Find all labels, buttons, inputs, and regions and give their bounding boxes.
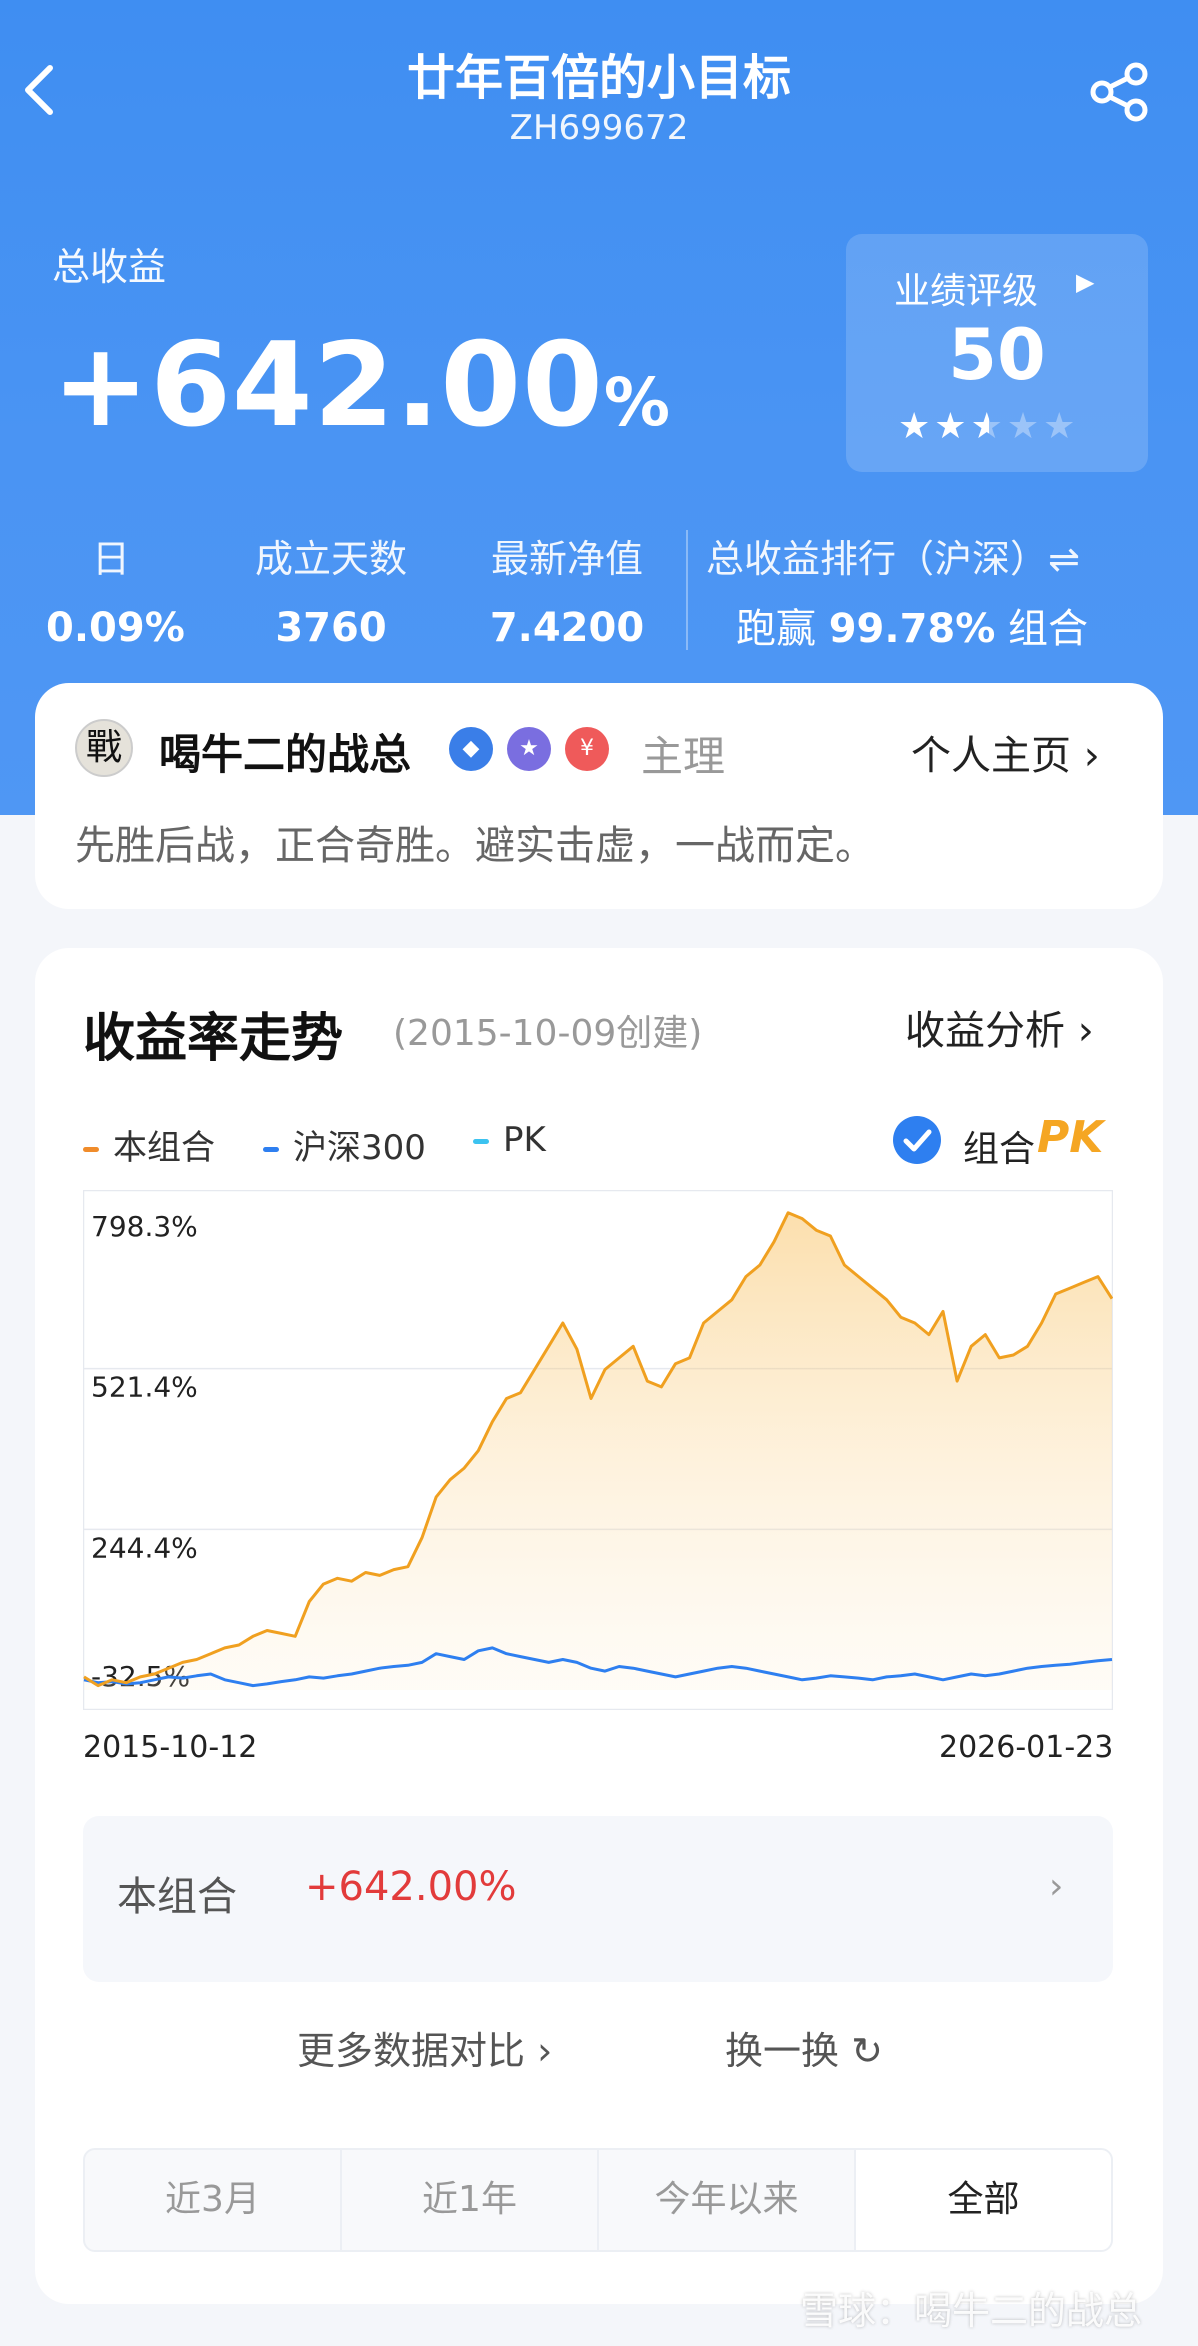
stat-nav: 最新净值 7.4200 — [472, 528, 662, 651]
x-axis-end-label: 2026-01-23 — [939, 1730, 1114, 1765]
stat-value: 3760 — [275, 605, 387, 651]
play-arrow-icon: ▶ — [1076, 268, 1095, 296]
manager-motto: 先胜后战，正合奇胜。避实击虚，一战而定。 — [75, 823, 875, 869]
legend-item-portfolio[interactable]: 本组合 — [83, 1120, 215, 1169]
half-star-icon: ★ — [970, 406, 1007, 447]
pk-word: PK — [1037, 1112, 1104, 1163]
avatar[interactable]: 戰 — [75, 719, 133, 777]
star-empty-icon: ★ — [1043, 406, 1080, 447]
return-analysis-link[interactable]: 收益分析 › — [905, 1008, 1094, 1054]
manager-role: 主理 — [641, 732, 726, 781]
profile-link[interactable]: 个人主页 › — [911, 733, 1100, 779]
star-badge-icon: ★ — [507, 727, 551, 771]
manager-card: 戰 喝牛二的战总 ◆ ★ ¥ 主理 个人主页 › 先胜后战，正合奇胜。避实击虚，… — [35, 683, 1163, 909]
total-return-label: 总收益 — [52, 245, 167, 289]
return-summary-row[interactable]: 本组合 +642.00% › — [83, 1816, 1113, 1982]
rating-title: 业绩评级 — [894, 271, 1039, 312]
total-return-value: +642.00% — [52, 318, 671, 453]
stat-label: 成立天数 — [254, 537, 407, 581]
rank-percent: 99.78% — [828, 606, 996, 652]
total-return-unit: % — [603, 364, 671, 441]
performance-rating-card[interactable]: 业绩评级 ▶ 50 ★★★★★ — [846, 234, 1148, 472]
star-icon: ★ — [934, 406, 971, 447]
rank-label[interactable]: 总收益排行（沪深）⇌ — [706, 537, 1080, 581]
hs300-line — [83, 1646, 1113, 1688]
range-tab-ytd[interactable]: 今年以来 — [599, 2150, 856, 2250]
chevron-left-icon[interactable] — [20, 60, 60, 120]
legend-item-pk[interactable]: PK — [473, 1120, 546, 1160]
top-bar: 廿年百倍的小目标 ZH699672 — [0, 0, 1198, 160]
portfolio-code: ZH699672 — [509, 108, 689, 148]
y-tick-label: 244.4% — [91, 1531, 198, 1564]
return-value: +642.00% — [305, 1864, 517, 1910]
legend-label: 本组合 — [113, 1128, 215, 1168]
header-panel: 廿年百倍的小目标 ZH699672 总收益 +642.00% 业绩评级 ▶ 50… — [0, 0, 1198, 815]
rank-value: 跑赢 99.78% 组合 — [736, 596, 1088, 654]
star-icon: ★ — [898, 406, 935, 447]
portfolio-line — [83, 1211, 1113, 1688]
y-tick-label: 521.4% — [91, 1371, 198, 1404]
stat-daily: 日 0.09% — [46, 528, 185, 651]
stat-label: 最新净值 — [490, 537, 643, 581]
stat-label: 日 — [91, 537, 130, 581]
return-label: 本组合 — [117, 1874, 237, 1920]
portfolio-area — [84, 1212, 1112, 1690]
range-tab-1y[interactable]: 近1年 — [342, 2150, 599, 2250]
share-icon[interactable] — [1088, 60, 1152, 124]
section-title: 收益率走势 — [83, 1009, 344, 1069]
verified-badge-icon: ◆ — [449, 727, 493, 771]
range-tab-all[interactable]: 全部 — [856, 2150, 1111, 2250]
range-tabs: 近3月 近1年 今年以来 全部 — [83, 2148, 1113, 2252]
more-compare-button[interactable]: 更多数据对比 › — [297, 2029, 553, 2073]
stat-value: 0.09% — [46, 605, 185, 651]
chart-frame — [83, 1190, 1113, 1710]
chevron-right-icon: › — [1049, 1866, 1064, 1907]
return-chart[interactable]: 798.3%521.4%244.4%-32.5% — [83, 1190, 1113, 1710]
star-empty-icon: ★ — [1006, 406, 1044, 447]
check-icon[interactable] — [893, 1116, 941, 1164]
swap-button[interactable]: 换一换 ↻ — [725, 2029, 883, 2073]
y-tick-label: 798.3% — [91, 1210, 198, 1243]
return-trend-card: 收益率走势 (2015-10-09创建) 收益分析 › 本组合 沪深300 PK… — [35, 948, 1163, 2304]
rating-score: 50 — [948, 314, 1046, 396]
legend-swatch — [263, 1147, 279, 1152]
divider — [686, 530, 688, 650]
created-date: (2015-10-09创建) — [393, 1013, 703, 1054]
rank-suffix: 组合 — [1008, 606, 1089, 652]
yuan-badge-icon: ¥ — [565, 727, 609, 771]
legend-item-hs300[interactable]: 沪深300 — [263, 1120, 426, 1169]
total-return-number: +642.00 — [52, 318, 604, 453]
rating-stars: ★★★★★ — [898, 406, 1079, 447]
portfolio-title: 廿年百倍的小目标 — [406, 50, 791, 106]
legend-label: 沪深300 — [293, 1128, 426, 1168]
legend-label: PK — [503, 1120, 546, 1160]
rank-prefix: 跑赢 — [736, 606, 816, 652]
x-axis-start-label: 2015-10-12 — [83, 1730, 258, 1765]
legend-swatch — [473, 1139, 489, 1144]
pk-toggle-label[interactable]: 组合 — [963, 1129, 1036, 1170]
manager-name[interactable]: 喝牛二的战总 — [159, 730, 412, 779]
stat-days: 成立天数 3760 — [236, 528, 426, 651]
range-tab-3m[interactable]: 近3月 — [85, 2150, 342, 2250]
stat-value: 7.4200 — [489, 605, 645, 651]
watermark: 雪球：喝牛二的战总 — [800, 2289, 1143, 2333]
legend-swatch — [83, 1147, 99, 1152]
